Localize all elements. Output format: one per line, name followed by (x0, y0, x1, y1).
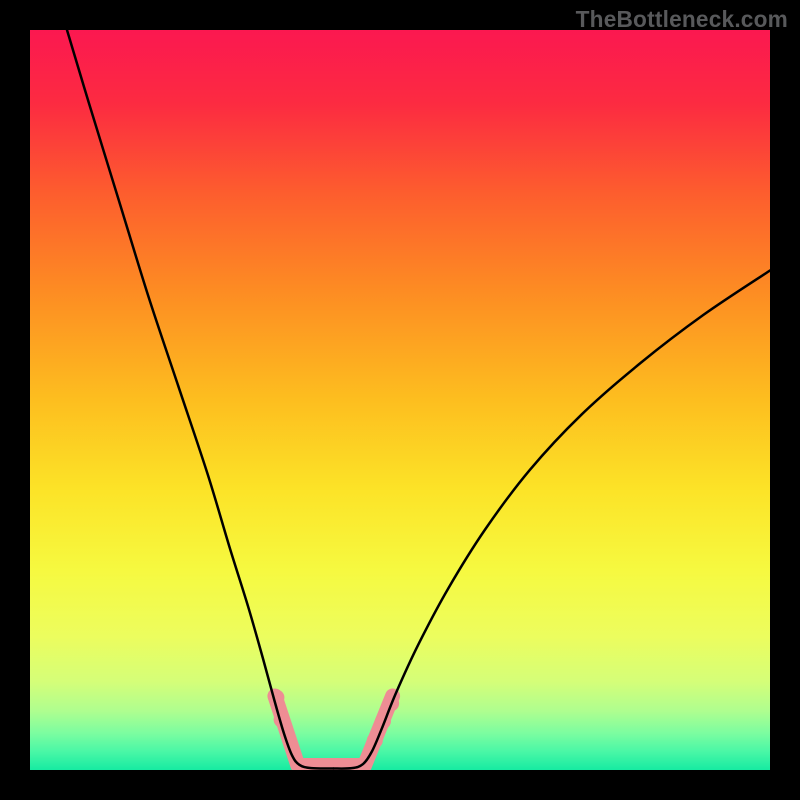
gradient-background (30, 30, 770, 770)
chart-frame: TheBottleneck.com (0, 0, 800, 800)
chart-svg (30, 30, 770, 770)
plot-area (30, 30, 770, 770)
watermark-text: TheBottleneck.com (576, 6, 788, 33)
